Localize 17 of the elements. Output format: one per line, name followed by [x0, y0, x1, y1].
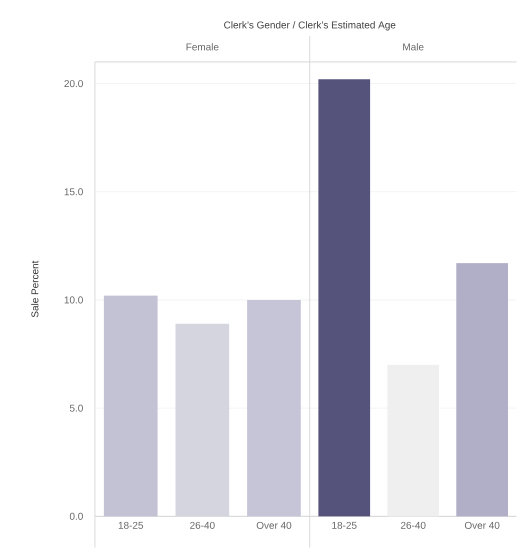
chart-title: Male [403, 43, 424, 50]
chart-title: Female [186, 43, 219, 50]
x-tick-label: Over 40 [465, 522, 500, 529]
y-tick-label: 0.0 [70, 512, 84, 520]
y-axis-title: Sale Percent [31, 260, 39, 318]
x-tick-label: 26-40 [401, 522, 426, 529]
bar [104, 296, 158, 516]
x-axis-title: Clerk’s Gender / Clerk’s Estimated Age [224, 21, 396, 30]
y-tick-label: 20.0 [64, 80, 84, 88]
x-tick-label: 26-40 [190, 522, 215, 529]
x-tick-label: Over 40 [256, 522, 292, 529]
bar [176, 324, 230, 516]
x-tick-label: 18-25 [332, 522, 357, 529]
x-tick-label: 18-25 [118, 522, 144, 529]
y-tick-label: 10.0 [64, 296, 84, 304]
y-tick-label: 15.0 [64, 188, 84, 196]
y-tick-label: 5.0 [70, 404, 84, 412]
